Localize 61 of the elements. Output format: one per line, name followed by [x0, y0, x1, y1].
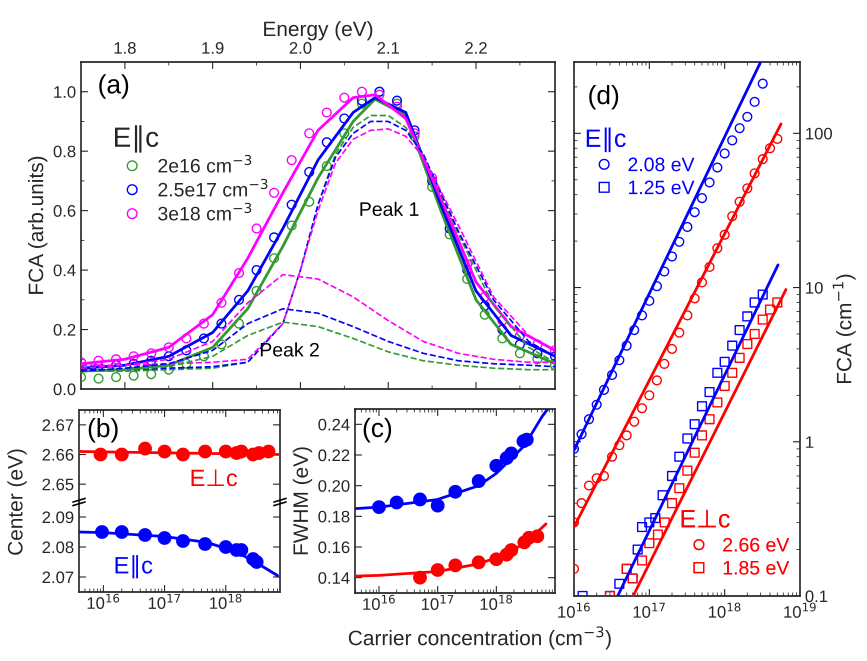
x-tick-label: 10$^{16}$ [558, 602, 590, 618]
annotation: Peak 2 [260, 342, 319, 357]
x-tick-label: 10$^{18}$ [708, 602, 740, 618]
legend-title: E∥c [115, 125, 158, 153]
y-tick-label: 2.65 [42, 478, 74, 490]
x-axis-title: Energy (eV) [264, 20, 372, 40]
y-tick-label: 100 [806, 128, 832, 140]
y-tick-label: 1.0 [54, 86, 76, 98]
annotation: E∥c [586, 128, 626, 152]
y-tick-label: 2.09 [42, 511, 74, 524]
annotation: E⊥c [192, 469, 238, 486]
x-tick-label: 2.0 [290, 42, 312, 54]
annotation: E∥c [116, 555, 152, 578]
y-tick-label: 2.66 [42, 448, 74, 461]
annotation: E⊥c [682, 510, 730, 528]
annotation: Peak 1 [360, 202, 418, 216]
y-tick-label: 0.24 [318, 418, 350, 431]
x-tick-label: 10$^{19}$ [784, 602, 816, 618]
annotation: (b) [88, 418, 118, 443]
legend-label: 1.25 eV [628, 180, 694, 194]
x-axis-title: Carrier concentration (cm$^{−3}$) [348, 626, 611, 650]
y-tick-label: 0.22 [318, 449, 350, 462]
y-tick-label: 2.07 [42, 571, 74, 584]
x-tick-label: 10$^{18}$ [480, 594, 512, 610]
y-tick-label: 0.8 [54, 146, 76, 158]
x-tick-label: 1.8 [114, 42, 136, 54]
y-tick-label: 0.18 [318, 510, 350, 523]
legend-label: 2e16 cm$^{−3}$ [158, 154, 252, 173]
x-tick-label: 1.9 [202, 42, 224, 54]
y-tick-label: 0.16 [318, 541, 350, 554]
y-tick-label: 2.67 [42, 419, 74, 432]
y-tick-label: 0.6 [54, 205, 76, 217]
x-tick-label: 2.1 [377, 42, 399, 54]
annotation: (c) [364, 418, 392, 442]
x-tick-label: 10$^{17}$ [634, 602, 665, 618]
x-tick-label: 10$^{18}$ [210, 594, 242, 609]
y-tick-label: 0.4 [54, 264, 76, 276]
y-axis-title: FCA (arb.units) [28, 156, 48, 294]
x-tick-label: 10$^{16}$ [88, 594, 120, 609]
x-tick-label: 10$^{17}$ [422, 594, 454, 610]
y-axis-title: FCA (cm$^{−1}$) [832, 274, 856, 384]
annotation: (d) [589, 84, 618, 110]
x-tick-label: 2.2 [465, 42, 487, 54]
y-tick-label: 0.20 [318, 480, 350, 492]
y-axis-title: Center (eV) [7, 449, 27, 555]
legend-label: 2.5e17 cm$^{−3}$ [158, 178, 268, 197]
x-tick-label: 10$^{16}$ [363, 594, 395, 610]
legend-label: 3e18 cm$^{−3}$ [158, 202, 252, 221]
y-tick-label: 0.1 [806, 590, 828, 602]
annotation: (a) [99, 74, 128, 99]
x-tick-label: 10$^{17}$ [148, 594, 180, 609]
y-tick-label: 1 [806, 436, 814, 448]
y-tick-label: 0.2 [54, 324, 76, 336]
y-tick-label: 10 [806, 282, 823, 294]
y-axis-title: FWHM (eV) [292, 447, 312, 554]
y-tick-label: 0.14 [318, 572, 350, 584]
legend-label: 2.08 eV [628, 158, 694, 172]
y-tick-label: 2.08 [42, 541, 74, 554]
legend-label: 1.85 eV [724, 560, 790, 575]
y-tick-label: 0.0 [54, 383, 76, 396]
legend-label: 2.66 eV [723, 538, 790, 552]
